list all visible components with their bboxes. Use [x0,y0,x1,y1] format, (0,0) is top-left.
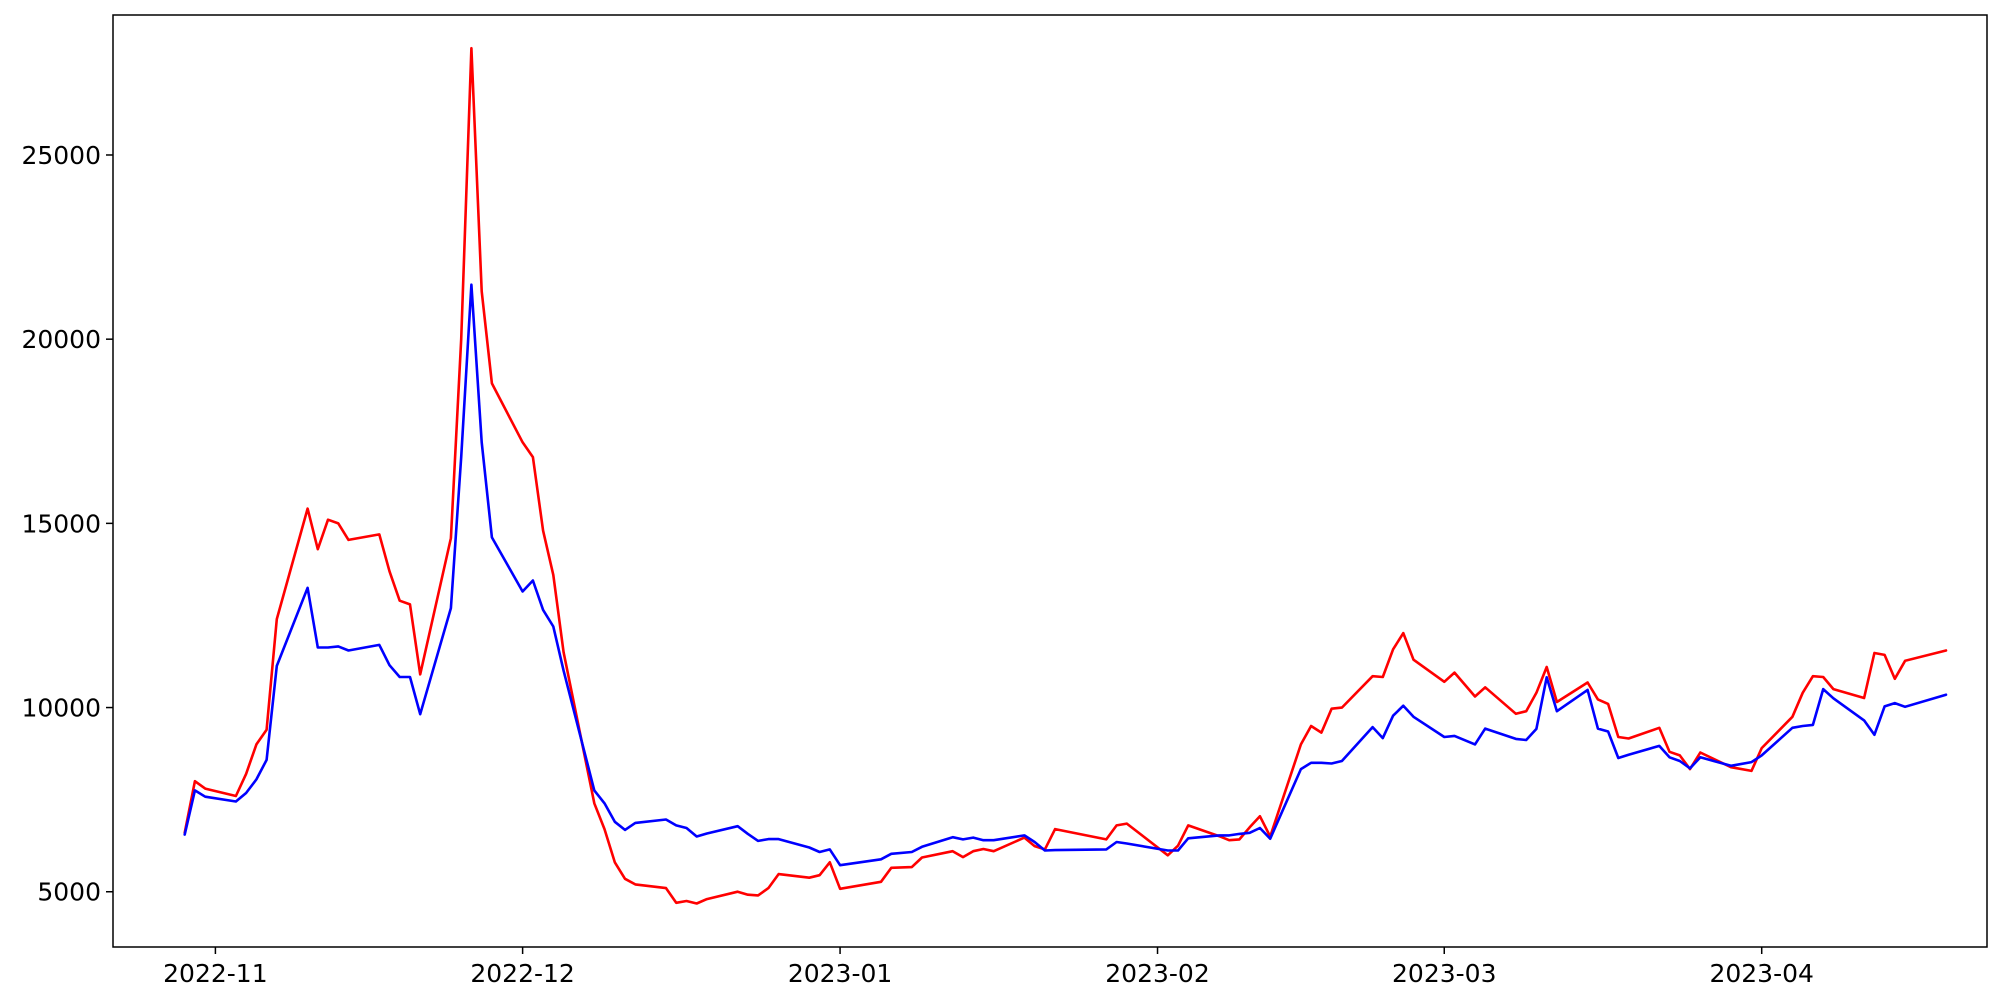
y-tick-label: 15000 [21,509,101,538]
series-line-1 [183,46,1948,905]
x-tick-label: 2023-02 [1105,959,1209,988]
y-tick-label: 20000 [21,325,101,354]
x-tick-label: 2022-11 [163,959,267,988]
series-line-2 [183,283,1948,867]
series-layer [183,46,1948,905]
y-tick-label: 25000 [21,141,101,170]
x-tick-label: 2022-12 [470,959,574,988]
y-tick-label: 10000 [21,694,101,723]
x-axis: 2022-11 2022-12 2023-01 2023-02 2023-03 2023-… [163,947,1814,988]
plot-frame [112,14,1988,948]
y-axis: 5000 10000 15000 20000 25000 [21,141,113,907]
y-tick-label: 5000 [37,878,101,907]
x-tick-label: 2023-01 [788,959,892,988]
x-tick-label: 2023-03 [1392,959,1496,988]
x-tick-label: 2023-04 [1709,959,1813,988]
